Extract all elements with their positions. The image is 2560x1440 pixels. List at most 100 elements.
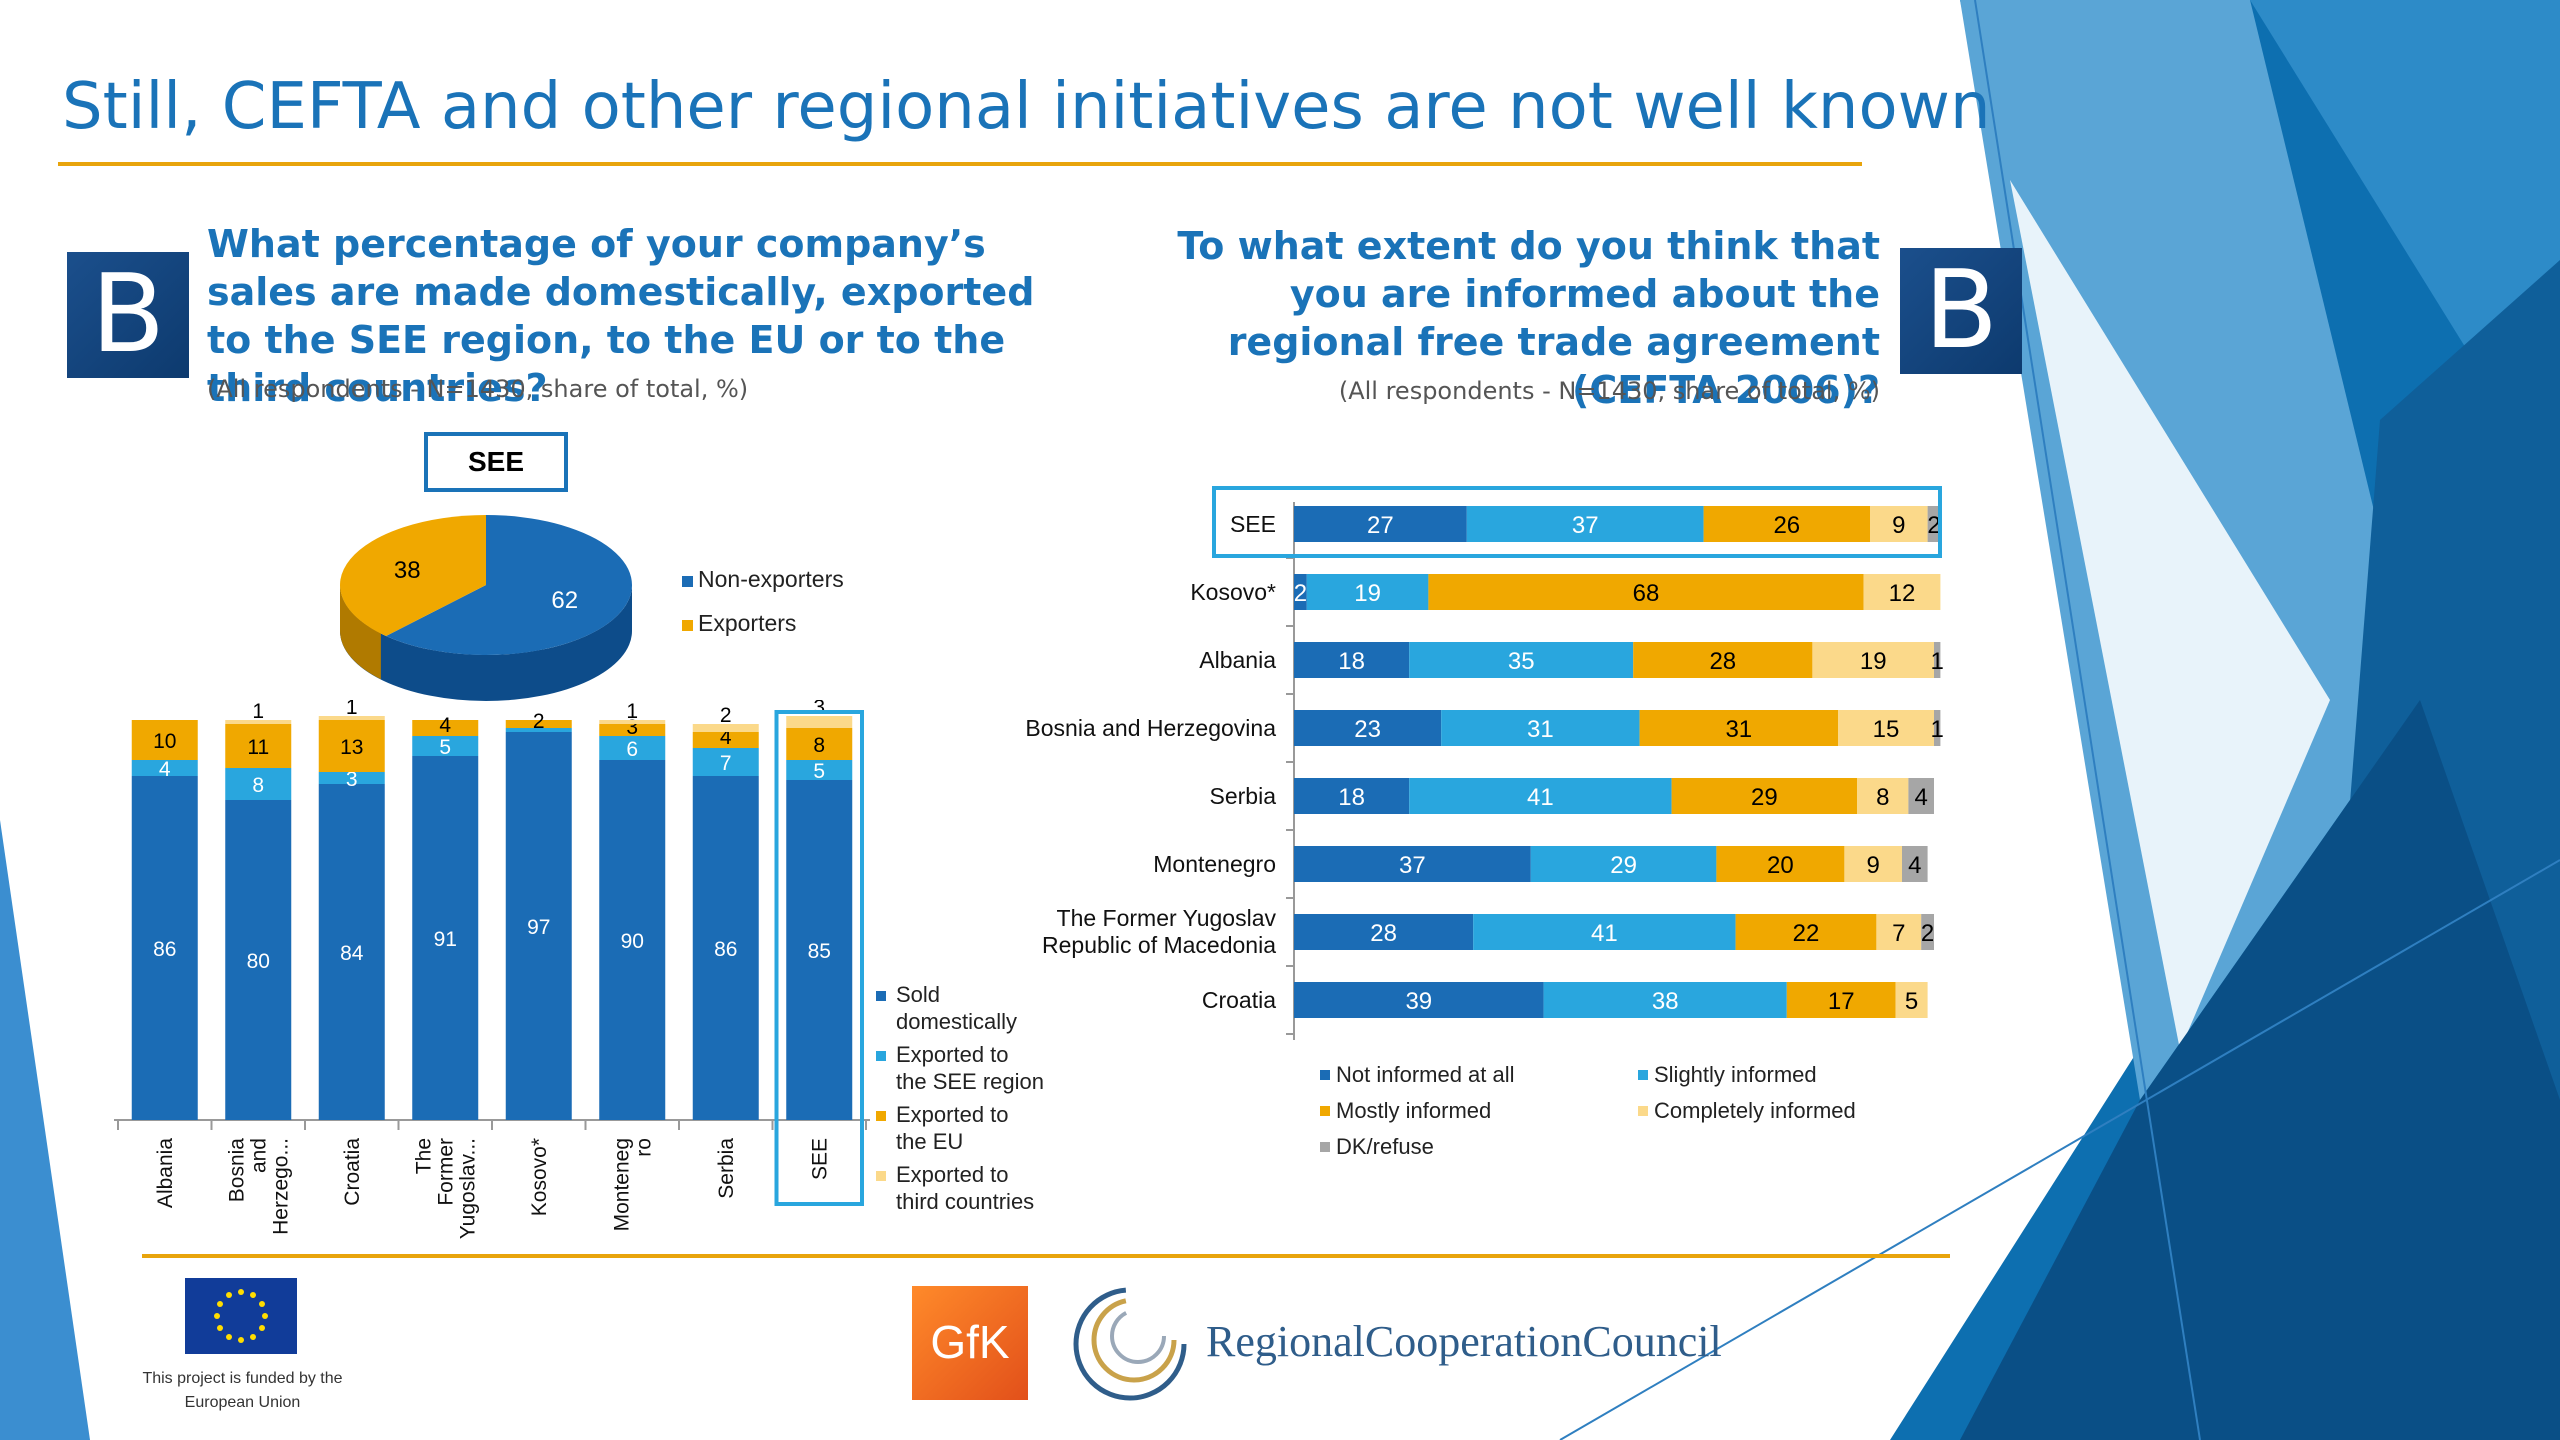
hbar-value-label: 1	[1931, 648, 1944, 675]
hbar-segment	[1703, 506, 1870, 542]
hbar-segment	[1671, 778, 1858, 814]
x-category-label: Montenegro	[610, 1138, 655, 1231]
eu-flag-logo	[185, 1278, 297, 1354]
hbar-value-label: 4	[1915, 784, 1928, 811]
pie-chart: 62 38 Non-exporters Exporters	[340, 515, 844, 701]
bar-value-label: 8	[813, 734, 825, 757]
bar-value-label: 4	[439, 714, 451, 737]
footer-rule	[142, 1254, 1950, 1258]
y-category-label: Albania	[1199, 647, 1276, 673]
bar-segment	[131, 776, 198, 1120]
hbar-segment	[1409, 778, 1672, 814]
bar-value-label: 80	[247, 950, 270, 973]
hbar-value-label: 20	[1767, 852, 1794, 879]
hbar-legend-swatch	[1320, 1106, 1330, 1116]
right-note: (All respondents - N=1430, share of tota…	[1338, 377, 1880, 405]
gfk-logo: GfK	[912, 1286, 1028, 1400]
left-note: (All respondents - N=1430, share of tota…	[207, 375, 749, 403]
hbar-value-label: 9	[1867, 852, 1880, 879]
hbar-legend-label: Slightly informed	[1654, 1062, 1817, 1087]
hbar-segment	[1895, 982, 1928, 1018]
gfk-logo-text: GfK	[930, 1316, 1010, 1368]
hbar-segment	[1908, 778, 1934, 814]
hbar-value-label: 18	[1338, 648, 1365, 675]
hbar-value-label: 19	[1860, 648, 1887, 675]
x-category-label: BosniaandHerzego...	[225, 1138, 292, 1235]
hbar-value-label: 7	[1892, 920, 1905, 947]
hbar-value-label: 41	[1591, 920, 1618, 947]
bar-value-label: 3	[346, 768, 358, 791]
bar-value-label: 97	[527, 916, 550, 939]
hbar-value-label: 37	[1572, 512, 1599, 539]
y-category-label: Croatia	[1202, 987, 1276, 1013]
hbar-value-label: 35	[1508, 648, 1535, 675]
bar-segment	[505, 728, 572, 732]
bar-segment	[318, 716, 385, 720]
bar-value-label: 3	[626, 716, 638, 739]
x-category-label: Albania	[154, 1138, 177, 1208]
hbar-value-label: 18	[1338, 784, 1365, 811]
hbar-value-label: 28	[1370, 920, 1397, 947]
bar-segment	[318, 784, 385, 1120]
bar-segment	[225, 724, 292, 768]
hbar-segment	[1870, 506, 1928, 542]
bar-legend-swatch	[876, 991, 886, 1001]
badge-left: B	[67, 252, 189, 378]
hbar-segment	[1812, 642, 1934, 678]
bar-segment	[692, 724, 759, 732]
hbar-segment	[1844, 846, 1902, 882]
bar-segment	[131, 720, 198, 760]
bar-segment	[599, 720, 666, 724]
bar-segment	[599, 736, 666, 760]
hbar-segment	[1441, 710, 1640, 746]
x-category-label: Kosovo*	[528, 1138, 551, 1216]
hbar-value-label: 29	[1751, 784, 1778, 811]
hbar-segment	[1786, 982, 1896, 1018]
hbar-segment	[1921, 914, 1934, 950]
bar-segment	[692, 732, 759, 748]
hbar-segment	[1294, 914, 1474, 950]
pie-legend-swatch	[682, 620, 693, 631]
vertical-stacked-bar-chart: 86410Albania808111BosniaandHerzego...843…	[114, 700, 1044, 1239]
x-category-label: Croatia	[341, 1138, 364, 1206]
bar-segment	[786, 716, 853, 728]
bar-legend-label: Sold domestically	[896, 982, 1017, 1034]
hbar-segment	[1294, 846, 1531, 882]
hbar-legend-label: Mostly informed	[1336, 1098, 1491, 1123]
x-category-label: TheFormerYugoslav...	[412, 1138, 479, 1239]
bar-value-label: 84	[340, 942, 364, 965]
hbar-value-label: 37	[1399, 852, 1426, 879]
bar-segment	[225, 800, 292, 1120]
hbar-value-label: 5	[1905, 988, 1918, 1015]
x-category-label: Serbia	[715, 1138, 738, 1199]
hbar-legend-label: DK/refuse	[1336, 1134, 1434, 1159]
hbar-legend-swatch	[1320, 1070, 1330, 1080]
bar-value-label: 86	[714, 938, 737, 961]
bar-segment	[318, 772, 385, 784]
hbar-value-label: 19	[1354, 580, 1381, 607]
hbar-segment	[1294, 778, 1410, 814]
bar-segment	[225, 720, 292, 724]
bar-segment	[786, 760, 853, 780]
bar-segment	[599, 724, 666, 736]
bar-value-label: 11	[247, 736, 269, 759]
bar-value-label: 13	[340, 736, 363, 759]
bar-legend-label: Exported to third countries	[896, 1162, 1034, 1214]
bar-value-label: 3	[813, 700, 825, 719]
hbar-segment	[1927, 506, 1941, 542]
bar-value-label: 8	[252, 774, 264, 797]
title-underline	[58, 162, 1862, 166]
hbar-value-label: 31	[1527, 716, 1554, 743]
y-category-label: Montenegro	[1153, 851, 1276, 877]
hbar-value-label: 28	[1709, 648, 1736, 675]
hbar-value-label: 23	[1354, 716, 1381, 743]
badge-right: B	[1900, 248, 2022, 374]
bar-segment	[225, 768, 292, 800]
bar-value-label: 86	[153, 938, 176, 961]
hbar-value-label: 31	[1725, 716, 1752, 743]
bar-value-label: 91	[434, 928, 457, 951]
y-category-label: Bosnia and Herzegovina	[1025, 715, 1276, 741]
hbar-segment	[1466, 506, 1704, 542]
hbar-value-label: 68	[1633, 580, 1660, 607]
